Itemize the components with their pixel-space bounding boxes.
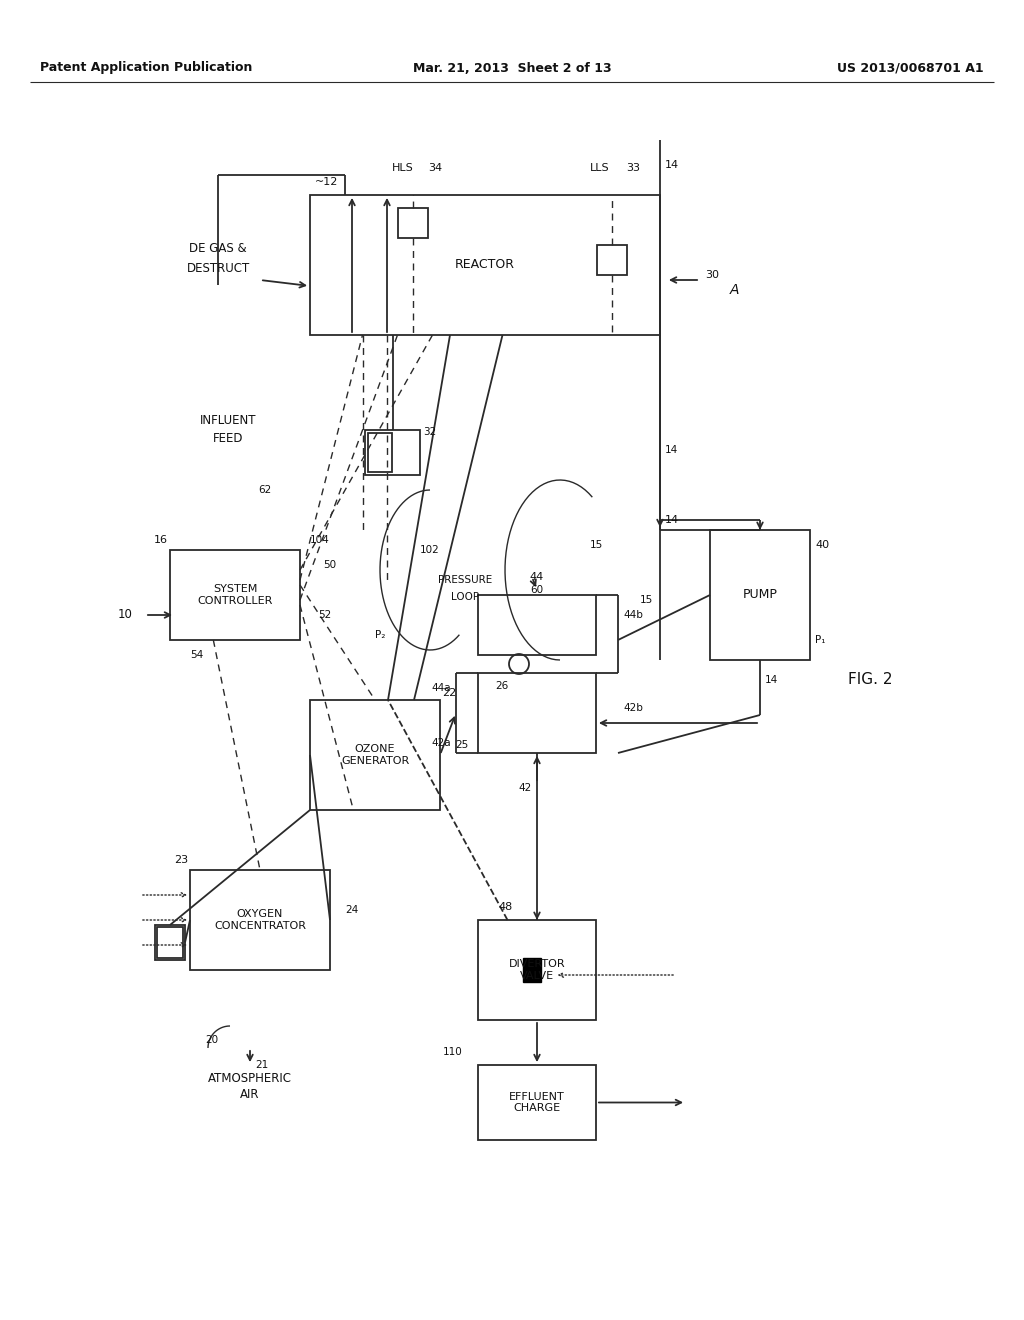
Text: P₂: P₂ (375, 630, 385, 640)
Text: 30: 30 (705, 271, 719, 280)
Text: 14: 14 (665, 445, 678, 455)
Text: OZONE
GENERATOR: OZONE GENERATOR (341, 744, 410, 766)
Text: 16: 16 (154, 535, 168, 545)
Bar (478, 595, 596, 655)
Text: 14: 14 (665, 515, 679, 525)
Text: 33: 33 (626, 162, 640, 173)
Text: 62: 62 (258, 484, 271, 495)
Text: 21: 21 (255, 1060, 268, 1071)
Bar (368, 433, 392, 473)
Bar (170, 550, 300, 640)
Bar (710, 531, 810, 660)
Text: 54: 54 (190, 649, 204, 660)
Text: 44: 44 (529, 572, 544, 582)
Text: ATMOSPHERIC: ATMOSPHERIC (208, 1072, 292, 1085)
Text: 34: 34 (428, 162, 442, 173)
Text: A: A (730, 282, 739, 297)
Text: 26: 26 (496, 681, 509, 690)
Text: FEED: FEED (213, 432, 244, 445)
Bar (478, 1065, 596, 1140)
Text: 42b: 42b (623, 704, 643, 713)
Text: 23: 23 (174, 855, 188, 865)
Text: Patent Application Publication: Patent Application Publication (40, 62, 252, 74)
Text: 42a: 42a (431, 738, 451, 748)
Bar (597, 246, 627, 275)
Text: 44a: 44a (431, 682, 451, 693)
Text: 40: 40 (815, 540, 829, 550)
Text: P₁: P₁ (815, 635, 825, 645)
Text: 10: 10 (118, 609, 132, 622)
Text: Mar. 21, 2013  Sheet 2 of 13: Mar. 21, 2013 Sheet 2 of 13 (413, 62, 611, 74)
Text: HLS: HLS (392, 162, 414, 173)
Text: LOOP: LOOP (451, 591, 479, 602)
Bar (398, 209, 428, 238)
Bar (478, 920, 596, 1020)
Text: 24: 24 (345, 906, 358, 915)
Text: 32: 32 (423, 426, 436, 437)
Text: 52: 52 (318, 610, 332, 620)
Text: AIR: AIR (241, 1089, 260, 1101)
Text: LLS: LLS (590, 162, 609, 173)
Text: DIVERTOR
VALVE: DIVERTOR VALVE (509, 960, 565, 981)
Bar (310, 700, 440, 810)
Bar (523, 958, 541, 982)
Bar (365, 430, 420, 475)
Bar (190, 870, 330, 970)
Text: 25: 25 (455, 741, 468, 750)
Text: 20: 20 (205, 1035, 218, 1045)
Text: US 2013/0068701 A1: US 2013/0068701 A1 (838, 62, 984, 74)
Bar (478, 673, 596, 752)
Text: 42: 42 (519, 783, 532, 793)
Text: DE GAS &: DE GAS & (189, 242, 247, 255)
Text: 110: 110 (443, 1047, 463, 1057)
Text: 14: 14 (665, 160, 679, 170)
Text: 102: 102 (420, 545, 440, 554)
Text: EFFLUENT
CHARGE: EFFLUENT CHARGE (509, 1092, 565, 1113)
Text: SYSTEM
CONTROLLER: SYSTEM CONTROLLER (198, 585, 272, 606)
Text: 104: 104 (310, 535, 330, 545)
Bar (310, 195, 660, 335)
Text: 60: 60 (530, 585, 543, 595)
Text: ~12: ~12 (315, 177, 338, 187)
Text: 15: 15 (640, 595, 653, 605)
Text: 14: 14 (765, 675, 778, 685)
Text: 22: 22 (442, 688, 457, 698)
Text: DESTRUCT: DESTRUCT (186, 261, 250, 275)
Text: OXYGEN
CONCENTRATOR: OXYGEN CONCENTRATOR (214, 909, 306, 931)
Bar (155, 925, 185, 960)
Text: 48: 48 (498, 902, 512, 912)
Text: INFLUENT: INFLUENT (200, 413, 256, 426)
Text: 50: 50 (324, 560, 337, 570)
Text: 44b: 44b (623, 610, 643, 620)
Text: REACTOR: REACTOR (455, 259, 515, 272)
Text: FIG. 2: FIG. 2 (848, 672, 892, 688)
Text: PRESSURE: PRESSURE (438, 576, 493, 585)
Text: 15: 15 (590, 540, 603, 550)
Text: PUMP: PUMP (742, 589, 777, 602)
Bar (157, 927, 183, 958)
